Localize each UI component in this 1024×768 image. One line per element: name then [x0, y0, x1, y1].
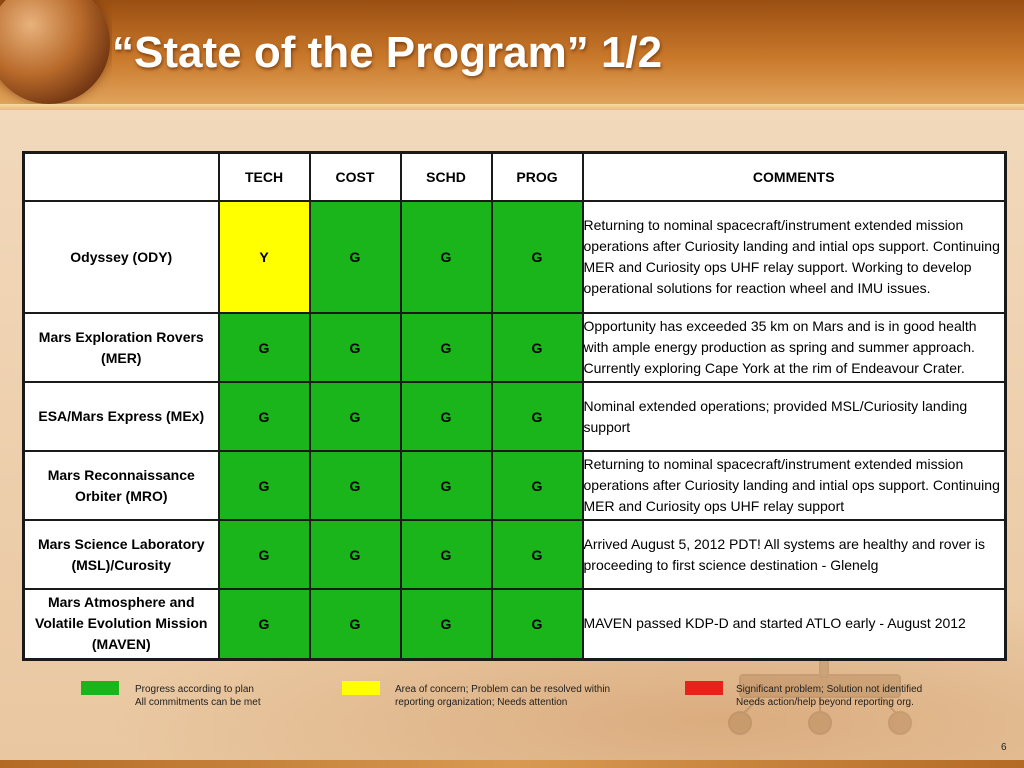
header-tech: TECH — [217, 151, 311, 202]
comment-text: Returning to nominal spacecraft/instrume… — [581, 450, 1007, 521]
table-header-row: TECH COST SCHD PROG COMMENTS — [22, 151, 1007, 202]
tech-status: G — [217, 450, 311, 521]
table-row-maven: Mars Atmosphere and Volatile Evolution M… — [22, 588, 1007, 660]
legend-swatch-red — [685, 681, 723, 695]
schd-status: G — [399, 200, 493, 314]
comment-text: MAVEN passed KDP-D and started ATLO earl… — [581, 588, 1007, 660]
cost-status: G — [308, 381, 402, 452]
comment-text: Returning to nominal spacecraft/instrume… — [581, 200, 1007, 314]
banner-divider — [0, 104, 1024, 110]
mission-name: Mars Reconnaissance Orbiter (MRO) — [22, 450, 220, 521]
legend-text-green: Progress according to plan All commitmen… — [135, 683, 261, 709]
page-number: 6 — [1001, 742, 1007, 753]
comment-text: Arrived August 5, 2012 PDT! All systems … — [581, 519, 1007, 590]
table-row-mex: ESA/Mars Express (MEx) G G G G Nominal e… — [22, 381, 1007, 452]
tech-status: Y — [217, 200, 311, 314]
header-prog: PROG — [490, 151, 584, 202]
legend-text-yellow: Area of concern; Problem can be resolved… — [395, 683, 610, 709]
schd-status: G — [399, 588, 493, 660]
legend-line: Area of concern; Problem can be resolved… — [395, 684, 611, 695]
schd-status: G — [399, 381, 493, 452]
legend-swatch-green — [81, 681, 119, 695]
table-row-mro: Mars Reconnaissance Orbiter (MRO) G G G … — [22, 450, 1007, 521]
cost-status: G — [308, 519, 402, 590]
mission-name: Mars Exploration Rovers (MER) — [22, 312, 220, 383]
comment-text: Nominal extended operations; provided MS… — [581, 381, 1007, 452]
slide-title: “State of the Program” 1/2 — [112, 28, 663, 77]
header-schd: SCHD — [399, 151, 493, 202]
schd-status: G — [399, 450, 493, 521]
comment-text: Opportunity has exceeded 35 km on Mars a… — [581, 312, 1007, 383]
prog-status: G — [490, 200, 584, 314]
schd-status: G — [399, 519, 493, 590]
mission-name: Mars Atmosphere and Volatile Evolution M… — [22, 588, 220, 660]
schd-status: G — [399, 312, 493, 383]
legend-line: Needs action/help beyond reporting org. — [736, 697, 914, 708]
header-blank — [22, 151, 220, 202]
tech-status: G — [217, 381, 311, 452]
cost-status: G — [308, 200, 402, 314]
legend-text-red: Significant problem; Solution not identi… — [736, 683, 922, 709]
program-status-table: TECH COST SCHD PROG COMMENTS Odyssey (OD… — [22, 151, 1007, 661]
table-row-odyssey: Odyssey (ODY) Y G G G Returning to nomin… — [22, 200, 1007, 314]
legend-line: reporting organization; Needs attention — [395, 697, 568, 708]
table-row-mer: Mars Exploration Rovers (MER) G G G G Op… — [22, 312, 1007, 383]
legend-line: Progress according to plan — [135, 684, 254, 695]
tech-status: G — [217, 519, 311, 590]
header-comments: COMMENTS — [581, 151, 1007, 202]
footer-bar — [0, 760, 1024, 768]
prog-status: G — [490, 381, 584, 452]
prog-status: G — [490, 519, 584, 590]
prog-status: G — [490, 588, 584, 660]
prog-status: G — [490, 450, 584, 521]
prog-status: G — [490, 312, 584, 383]
title-banner — [0, 0, 1024, 104]
tech-status: G — [217, 312, 311, 383]
cost-status: G — [308, 588, 402, 660]
cost-status: G — [308, 312, 402, 383]
header-cost: COST — [308, 151, 402, 202]
mars-planet-icon — [0, 0, 112, 104]
mission-name: Mars Science Laboratory (MSL)/Curosity — [22, 519, 220, 590]
tech-status: G — [217, 588, 311, 660]
table-row-msl: Mars Science Laboratory (MSL)/Curosity G… — [22, 519, 1007, 590]
cost-status: G — [308, 450, 402, 521]
legend-line: All commitments can be met — [135, 697, 261, 708]
mission-name: ESA/Mars Express (MEx) — [22, 381, 220, 452]
mission-name: Odyssey (ODY) — [22, 200, 220, 314]
legend-swatch-yellow — [342, 681, 380, 695]
legend-line: Significant problem; Solution not identi… — [736, 684, 923, 695]
